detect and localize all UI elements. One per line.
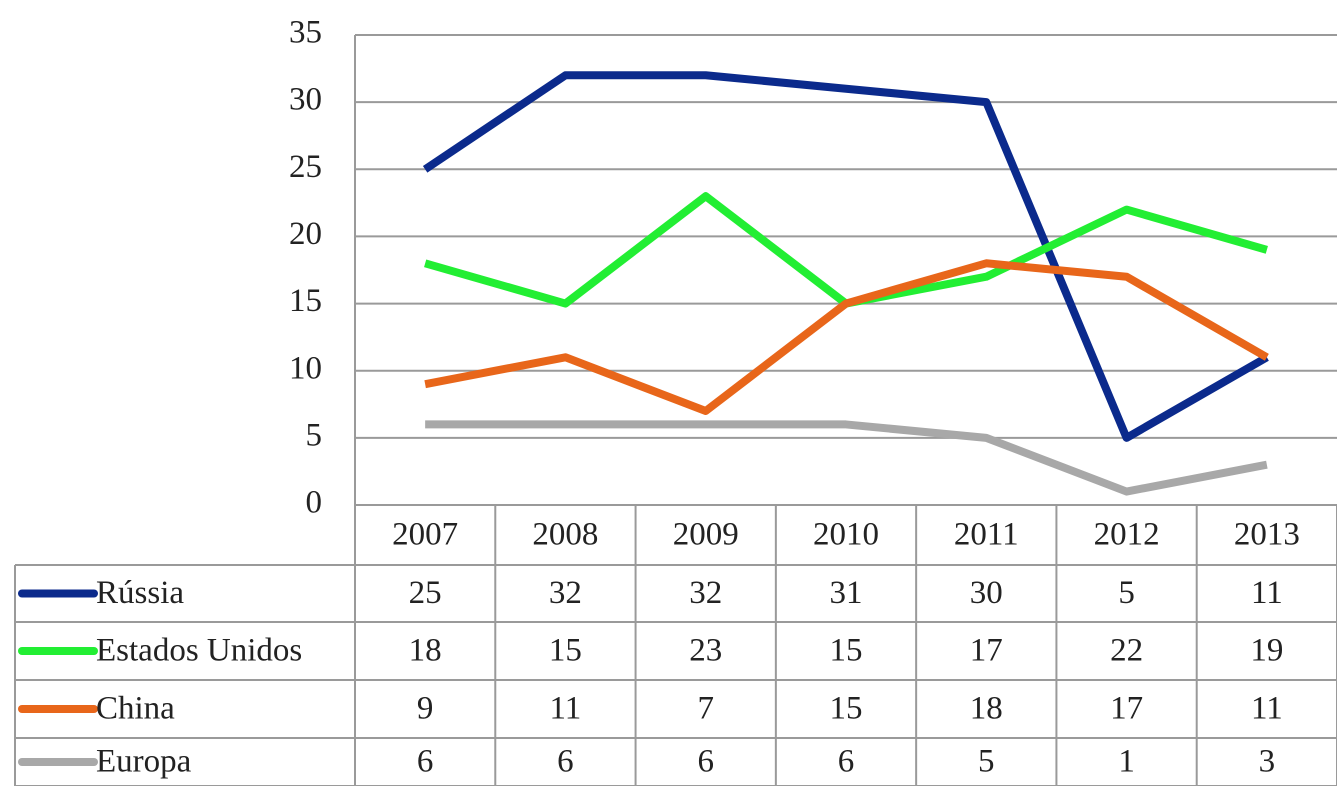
table-value: 32 [689, 575, 722, 611]
y-tick-label: 10 [289, 350, 322, 386]
table-value: 5 [978, 744, 995, 780]
table-value: 25 [409, 575, 442, 611]
table-value: 15 [549, 633, 582, 669]
x-tick-label: 2012 [1094, 517, 1160, 553]
table-value: 6 [697, 744, 714, 780]
table-value: 1 [1118, 744, 1135, 780]
legend-label: Estados Unidos [96, 633, 302, 669]
table-value: 6 [838, 744, 855, 780]
table-value: 23 [689, 633, 722, 669]
series-line [424, 259, 1269, 415]
x-tick-label: 2008 [532, 517, 598, 553]
table-value: 15 [830, 633, 863, 669]
x-tick-label: 2010 [813, 517, 879, 553]
y-tick-label: 5 [306, 417, 323, 453]
table-value: 6 [417, 744, 434, 780]
x-tick-label: 2009 [673, 517, 739, 553]
table-value: 6 [557, 744, 574, 780]
table-value: 30 [970, 575, 1003, 611]
table-value: 11 [1251, 575, 1283, 611]
table-value: 5 [1118, 575, 1135, 611]
table-value: 11 [550, 691, 582, 727]
legend-label: China [96, 691, 175, 727]
y-tick-label: 15 [289, 283, 322, 319]
table-value: 17 [1110, 691, 1143, 727]
table-value: 18 [970, 691, 1003, 727]
table-value: 3 [1259, 744, 1276, 780]
x-tick-label: 2007 [392, 517, 458, 553]
table-value: 11 [1251, 691, 1283, 727]
table-value: 19 [1250, 633, 1283, 669]
y-tick-label: 20 [289, 216, 322, 252]
series-line [425, 420, 1268, 496]
y-tick-label: 35 [289, 15, 322, 51]
table-value: 22 [1110, 633, 1143, 669]
series-line [422, 71, 1269, 442]
table-value: 9 [417, 691, 434, 727]
y-tick-label: 30 [289, 82, 322, 118]
x-tick-label: 2013 [1234, 517, 1300, 553]
table-value: 15 [830, 691, 863, 727]
table-value: 7 [697, 691, 714, 727]
y-tick-label: 25 [289, 149, 322, 185]
legend-label: Europa [96, 744, 192, 780]
table-value: 17 [970, 633, 1003, 669]
y-tick-label: 0 [306, 485, 323, 521]
x-tick-label: 2011 [954, 517, 1019, 553]
table-value: 18 [409, 633, 442, 669]
table-value: 31 [830, 575, 863, 611]
table-value: 32 [549, 575, 582, 611]
legend-label: Rússia [96, 575, 184, 611]
